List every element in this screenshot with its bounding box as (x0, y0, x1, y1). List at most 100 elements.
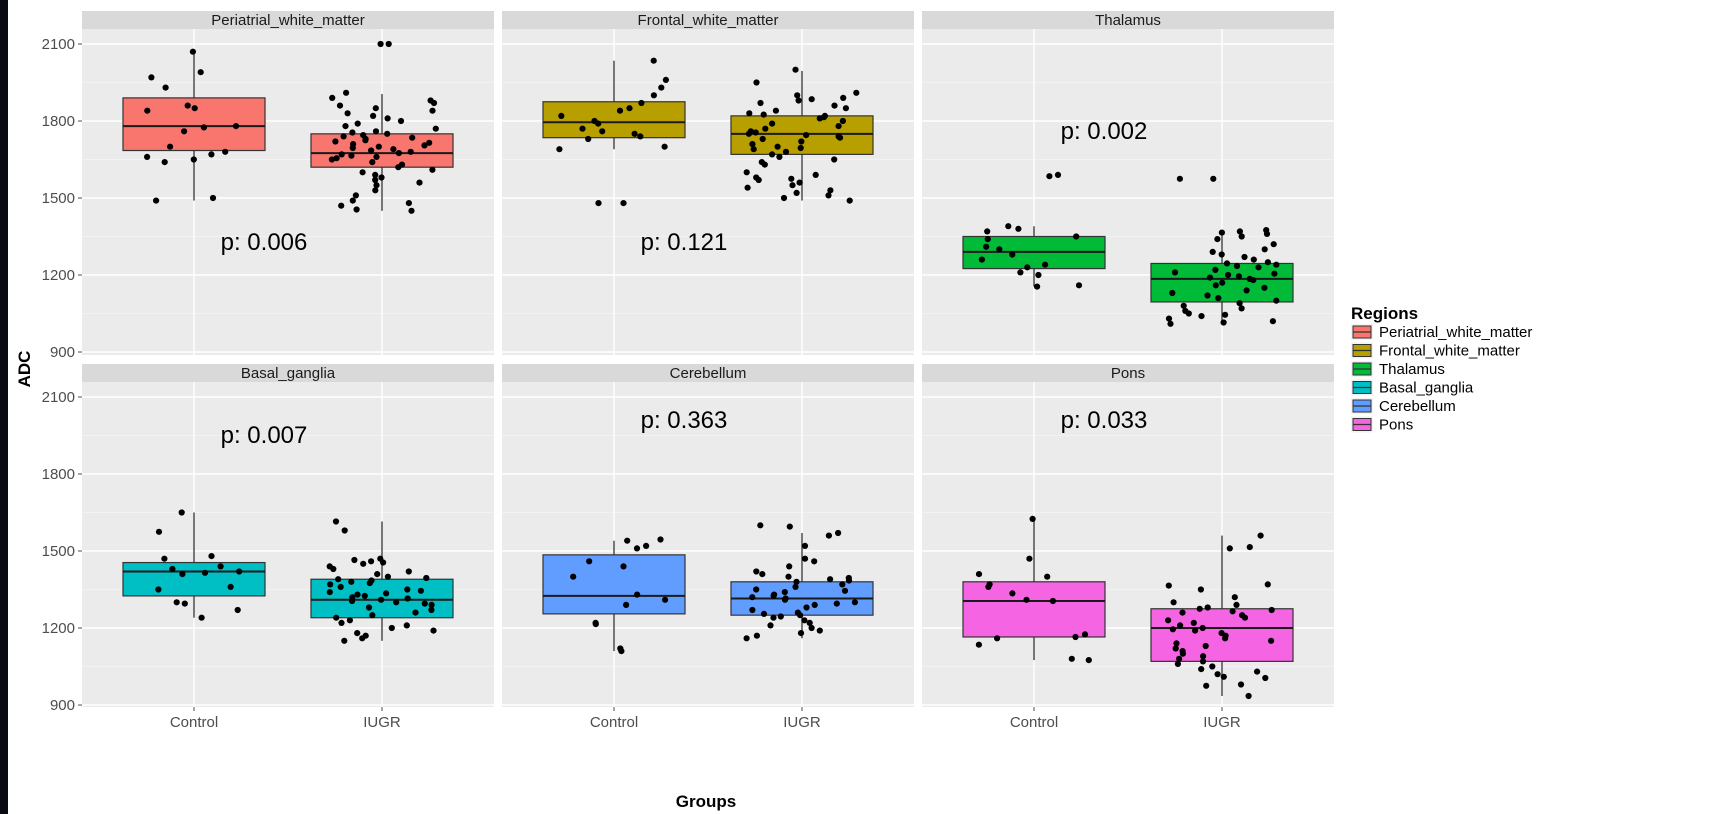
data-point (197, 69, 204, 76)
data-point (380, 559, 387, 566)
data-point (144, 153, 151, 160)
data-point (167, 143, 174, 150)
facet-title: Periatrial_white_matter (211, 12, 364, 29)
data-point (326, 589, 333, 596)
box-control (962, 171, 1106, 290)
legend-title: Regions (1351, 304, 1418, 323)
legend-label: Periatrial_white_matter (1379, 324, 1532, 341)
data-point (1238, 305, 1245, 312)
data-point (1268, 637, 1275, 644)
data-point (1173, 640, 1180, 647)
data-point (825, 192, 832, 199)
data-point (1212, 266, 1219, 273)
data-point (662, 596, 669, 603)
y-tick-label: 1800 (42, 466, 75, 483)
data-point (761, 161, 768, 168)
box-control (122, 509, 266, 621)
data-point (178, 509, 185, 516)
facet-title: Cerebellum (670, 365, 747, 382)
data-point (770, 614, 777, 621)
data-point (760, 610, 768, 618)
data-point (1009, 251, 1016, 258)
boxplot-chart: Periatrial_white_matter p: 0.006 900 1200 15… (15, 11, 1532, 811)
data-point (1044, 573, 1051, 580)
legend-label: Thalamus (1379, 361, 1445, 378)
data-point (1185, 310, 1192, 317)
data-point (1237, 681, 1245, 688)
data-point (332, 138, 339, 145)
data-point (827, 187, 834, 194)
data-point (757, 522, 764, 529)
data-point (595, 200, 602, 207)
data-point (1209, 663, 1216, 670)
y-tick-label: 900 (50, 697, 75, 714)
facet-pons: Pons p: 0.033 Control IUGR (922, 364, 1334, 731)
data-point (184, 102, 191, 109)
data-point (658, 84, 665, 91)
data-point (208, 553, 215, 560)
data-point (1214, 236, 1221, 243)
data-point (753, 632, 761, 639)
data-point (1261, 246, 1268, 253)
x-tick-label: Control (1010, 714, 1058, 731)
data-point (373, 153, 380, 160)
facet-periatrial-white-matter: Periatrial_white_matter p: 0.006 900 1200 15… (42, 11, 494, 361)
data-point (599, 128, 606, 135)
data-point (643, 542, 650, 550)
data-point (750, 146, 757, 153)
data-point (1170, 599, 1177, 606)
data-point (749, 606, 756, 614)
data-point (236, 568, 243, 575)
data-point (774, 143, 781, 150)
y-axis-title: ADC (15, 351, 34, 388)
data-point (377, 40, 384, 48)
data-point (788, 175, 795, 182)
x-tick-label: IUGR (1203, 714, 1241, 731)
data-point (811, 601, 818, 609)
data-point (1199, 624, 1206, 632)
data-point (755, 176, 762, 184)
data-point (1015, 225, 1022, 232)
data-point (983, 243, 990, 250)
data-point (978, 256, 986, 263)
data-point (984, 236, 991, 243)
data-point (797, 612, 804, 619)
legend-label: Pons (1379, 417, 1413, 434)
panel-background (82, 29, 494, 355)
data-point (378, 596, 385, 603)
data-point (759, 571, 766, 578)
data-point (403, 622, 410, 629)
data-point (793, 578, 800, 585)
data-point (385, 40, 392, 48)
data-point (227, 583, 234, 591)
data-point (1222, 635, 1229, 642)
data-point (190, 156, 197, 163)
data-point (179, 571, 186, 578)
data-point (372, 128, 380, 135)
data-point (405, 200, 412, 207)
data-point (344, 110, 351, 117)
data-point (1212, 282, 1219, 289)
data-point (429, 107, 436, 114)
facet-cerebellum: Cerebellum p: 0.363 Control IUGR (502, 364, 914, 731)
data-point (1169, 289, 1176, 297)
facet-thalamus: Thalamus p: 0.002 (922, 11, 1334, 355)
box-iugr (730, 66, 874, 204)
data-point (803, 132, 810, 139)
facet-strip (502, 11, 914, 29)
data-point (1180, 302, 1187, 309)
box-control (542, 57, 686, 207)
data-point (994, 635, 1001, 642)
data-point (1024, 264, 1031, 271)
data-point (1202, 642, 1209, 650)
data-point (769, 151, 776, 158)
data-point (558, 112, 565, 119)
data-point (333, 155, 340, 162)
data-point (786, 523, 793, 530)
data-point (189, 48, 196, 55)
data-point (1245, 692, 1252, 700)
data-point (760, 111, 767, 118)
data-point (840, 94, 847, 101)
data-point (348, 578, 355, 585)
data-point (369, 159, 376, 166)
